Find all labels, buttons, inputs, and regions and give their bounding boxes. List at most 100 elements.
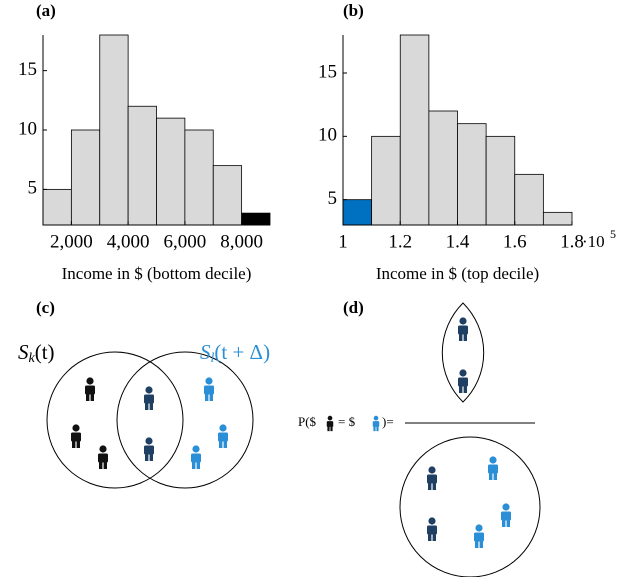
icon-leg	[330, 426, 333, 432]
icon-leg	[192, 462, 196, 469]
icon-leg	[86, 394, 90, 401]
icon-head	[373, 415, 379, 421]
set-label: Sk(t)	[18, 340, 55, 366]
icon-leg	[502, 520, 506, 527]
histogram-bar	[457, 123, 487, 226]
y-tick-label: 5	[28, 178, 38, 199]
set-circle	[116, 351, 254, 489]
person-icon	[458, 317, 468, 341]
icon-head	[145, 437, 153, 445]
icon-head	[428, 517, 436, 525]
diagram-c: Sk(t) Sl(t + Δ)	[18, 340, 270, 489]
icon-head	[459, 369, 467, 377]
icon-body	[218, 432, 228, 442]
histogram-bar	[542, 211, 573, 226]
x-tick-label: 8,000	[220, 231, 263, 252]
icon-leg	[432, 483, 436, 490]
histogram-bar	[485, 135, 516, 226]
icon-head	[502, 503, 510, 511]
icon-leg	[428, 534, 432, 541]
icon-leg	[506, 520, 510, 527]
x-tick-label: 1.2	[388, 231, 412, 252]
formula-part: = $	[338, 414, 356, 429]
icon-head	[489, 456, 497, 464]
histogram-bar	[127, 105, 157, 226]
x-tick-label: 4,000	[107, 231, 150, 252]
icon-head	[459, 317, 467, 325]
icon-leg	[463, 386, 467, 393]
set-symbol: S	[200, 340, 211, 364]
diagram-d: P($ = $ )=	[298, 302, 541, 577]
x-tick-label: 1.8	[560, 231, 584, 252]
icon-leg	[459, 386, 463, 393]
histogram-bar	[428, 110, 458, 226]
icon-body	[488, 464, 498, 474]
icon-leg	[103, 462, 107, 469]
person-icon	[144, 437, 154, 461]
person-icon	[458, 369, 468, 393]
histogram-bar	[99, 34, 129, 226]
x-tick-label: 6,000	[164, 231, 207, 252]
icon-leg	[145, 454, 149, 461]
person-icon	[427, 466, 437, 490]
icon-body	[474, 532, 484, 542]
person-icon	[474, 524, 484, 548]
icon-body	[427, 525, 437, 535]
set-symbol: S	[18, 340, 29, 364]
icon-head	[428, 466, 436, 474]
set-argument: (t + Δ)	[214, 340, 270, 364]
y-tick-label: 10	[18, 118, 37, 139]
histogram-bar	[399, 34, 430, 226]
person-icon	[218, 424, 228, 448]
person-icon	[98, 445, 108, 469]
icon-leg	[428, 483, 432, 490]
person-icon	[427, 517, 437, 541]
icon-head	[86, 377, 94, 385]
icon-head	[475, 524, 483, 532]
formula-part: )=	[382, 414, 394, 429]
panel-label: (d)	[343, 298, 364, 317]
icon-body	[98, 453, 108, 463]
histogram-bar	[70, 129, 101, 226]
x-tick-label: 1	[338, 231, 348, 252]
person-icon	[71, 424, 81, 448]
person-icon	[372, 415, 380, 432]
lens	[441, 302, 485, 403]
x-axis-label: Income in $ (top decile)	[376, 264, 539, 283]
histogram-bar	[371, 135, 401, 226]
icon-body	[144, 394, 154, 404]
icon-leg	[196, 462, 200, 469]
icon-body	[191, 453, 201, 463]
icon-leg	[479, 541, 483, 548]
x-multiplier: ·10	[582, 232, 605, 251]
person-icon	[191, 445, 201, 469]
icon-head	[145, 386, 153, 394]
icon-body	[204, 385, 214, 395]
icon-leg	[90, 394, 94, 401]
person-icon	[501, 503, 511, 527]
x-tick-label: 1.6	[503, 231, 527, 252]
icon-leg	[76, 441, 80, 448]
set-subscript: l	[211, 351, 215, 366]
axis-frame	[42, 35, 270, 226]
set-subscript: k	[29, 351, 36, 366]
icon-body	[326, 421, 334, 427]
icon-leg	[373, 426, 376, 432]
set-argument: (t)	[35, 340, 55, 364]
panel-label: (b)	[343, 1, 364, 20]
icon-leg	[149, 403, 153, 410]
icon-head	[192, 445, 200, 453]
icon-leg	[149, 454, 153, 461]
histogram-bar	[212, 165, 243, 226]
icon-body	[372, 421, 380, 427]
histogram-bar	[42, 188, 72, 226]
x-tick-label: 1.4	[446, 231, 470, 252]
histogram-bar	[184, 129, 214, 226]
icon-leg	[475, 541, 479, 548]
y-tick-label: 15	[18, 59, 37, 80]
icon-body	[144, 445, 154, 455]
histogram-bar	[241, 212, 271, 226]
x-multiplier-exponent: 5	[610, 227, 616, 241]
panel-label: (c)	[36, 298, 55, 317]
